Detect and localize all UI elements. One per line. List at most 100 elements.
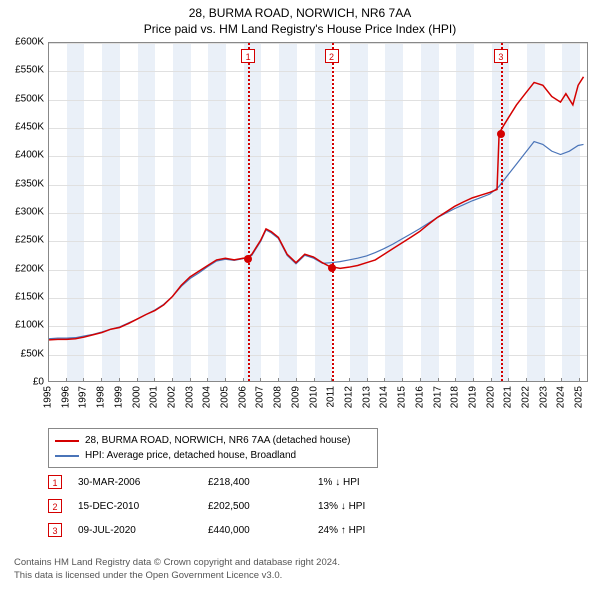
x-tick-mark <box>190 378 191 382</box>
sale-marker-line <box>332 43 334 381</box>
footer-attribution: Contains HM Land Registry data © Crown c… <box>14 557 340 582</box>
x-tick-mark <box>83 378 84 382</box>
y-tick-label: £450K <box>15 122 44 133</box>
x-tick-label: 2014 <box>379 386 390 408</box>
x-tick-mark <box>154 378 155 382</box>
y-tick-label: £400K <box>15 150 44 161</box>
legend-swatch <box>55 455 79 457</box>
x-tick-mark <box>260 378 261 382</box>
y-tick-label: £350K <box>15 178 44 189</box>
x-tick-mark <box>349 378 350 382</box>
x-tick-mark <box>561 378 562 382</box>
legend: 28, BURMA ROAD, NORWICH, NR6 7AA (detach… <box>48 428 378 468</box>
x-tick-mark <box>544 378 545 382</box>
series-hpi <box>49 142 584 339</box>
sale-price: £218,400 <box>208 477 318 488</box>
x-tick-label: 2020 <box>485 386 496 408</box>
x-tick-label: 2013 <box>361 386 372 408</box>
sale-price: £202,500 <box>208 501 318 512</box>
x-tick-label: 2000 <box>131 386 142 408</box>
line-series <box>49 43 587 381</box>
x-tick-label: 2007 <box>255 386 266 408</box>
x-tick-mark <box>420 378 421 382</box>
y-tick-label: £600K <box>15 37 44 48</box>
x-tick-mark <box>331 378 332 382</box>
sale-row: 1 30-MAR-2006£218,4001% ↓ HPI <box>48 470 528 494</box>
x-tick-label: 2024 <box>556 386 567 408</box>
sales-table: 1 30-MAR-2006£218,4001% ↓ HPI 2 15-DEC-2010… <box>48 470 528 542</box>
sale-hpi-delta: 13% ↓ HPI <box>318 501 528 512</box>
y-tick-label: £200K <box>15 263 44 274</box>
x-tick-label: 2021 <box>503 386 514 408</box>
sale-hpi-delta: 1% ↓ HPI <box>318 477 528 488</box>
x-tick-label: 2012 <box>343 386 354 408</box>
chart-container: 28, BURMA ROAD, NORWICH, NR6 7AA Price p… <box>0 0 600 590</box>
sale-marker-box: 1 <box>241 49 255 63</box>
x-tick-mark <box>172 378 173 382</box>
x-tick-label: 2004 <box>202 386 213 408</box>
sale-price: £440,000 <box>208 525 318 536</box>
sale-date: 09-JUL-2020 <box>78 525 208 536</box>
x-tick-label: 1995 <box>43 386 54 408</box>
x-tick-mark <box>314 378 315 382</box>
sale-row: 3 09-JUL-2020£440,00024% ↑ HPI <box>48 518 528 542</box>
y-tick-label: £500K <box>15 93 44 104</box>
x-tick-mark <box>225 378 226 382</box>
x-tick-label: 1997 <box>78 386 89 408</box>
x-tick-label: 2022 <box>521 386 532 408</box>
x-tick-mark <box>207 378 208 382</box>
plot-area: 1 2 3 <box>48 42 588 382</box>
x-axis: 1995199619971998199920002001200220032004… <box>48 382 588 422</box>
x-tick-mark <box>119 378 120 382</box>
x-tick-mark <box>48 378 49 382</box>
sale-date: 30-MAR-2006 <box>78 477 208 488</box>
y-tick-label: £150K <box>15 292 44 303</box>
chart-title: 28, BURMA ROAD, NORWICH, NR6 7AA Price p… <box>0 0 600 37</box>
legend-swatch <box>55 440 79 442</box>
x-tick-mark <box>296 378 297 382</box>
x-tick-label: 2017 <box>432 386 443 408</box>
x-tick-label: 2025 <box>574 386 585 408</box>
x-tick-label: 2001 <box>149 386 160 408</box>
x-tick-mark <box>101 378 102 382</box>
sale-hpi-delta: 24% ↑ HPI <box>318 525 528 536</box>
x-tick-mark <box>508 378 509 382</box>
x-tick-mark <box>66 378 67 382</box>
sale-marker-box: 2 <box>325 49 339 63</box>
title-line-1: 28, BURMA ROAD, NORWICH, NR6 7AA <box>0 6 600 22</box>
x-tick-label: 1999 <box>113 386 124 408</box>
x-tick-mark <box>137 378 138 382</box>
x-tick-label: 2010 <box>308 386 319 408</box>
x-tick-mark <box>438 378 439 382</box>
x-tick-label: 2006 <box>237 386 248 408</box>
x-tick-label: 2003 <box>184 386 195 408</box>
sale-marker-dot <box>497 130 505 138</box>
y-tick-label: £250K <box>15 235 44 246</box>
sale-marker-dot <box>328 264 336 272</box>
sale-marker-dot <box>244 255 252 263</box>
y-tick-label: £550K <box>15 65 44 76</box>
sale-marker-box: 3 <box>494 49 508 63</box>
x-tick-label: 2005 <box>220 386 231 408</box>
x-tick-mark <box>367 378 368 382</box>
x-tick-label: 2009 <box>290 386 301 408</box>
footer-line-1: Contains HM Land Registry data © Crown c… <box>14 557 340 569</box>
chart-area: £0£50K£100K£150K£200K£250K£300K£350K£400… <box>0 42 600 422</box>
legend-item: HPI: Average price, detached house, Broa… <box>55 448 371 463</box>
x-tick-label: 2015 <box>397 386 408 408</box>
sale-marker-line <box>248 43 250 381</box>
sale-date: 15-DEC-2010 <box>78 501 208 512</box>
sale-row-marker: 3 <box>48 523 62 537</box>
x-tick-label: 1998 <box>96 386 107 408</box>
x-tick-mark <box>491 378 492 382</box>
x-tick-mark <box>579 378 580 382</box>
series-price_paid <box>49 77 584 340</box>
sale-row-marker: 2 <box>48 499 62 513</box>
sale-row-marker: 1 <box>48 475 62 489</box>
sale-marker-line <box>501 43 503 381</box>
x-tick-label: 1996 <box>60 386 71 408</box>
x-tick-mark <box>402 378 403 382</box>
x-tick-mark <box>526 378 527 382</box>
x-tick-label: 2008 <box>273 386 284 408</box>
x-tick-label: 2011 <box>326 386 337 408</box>
